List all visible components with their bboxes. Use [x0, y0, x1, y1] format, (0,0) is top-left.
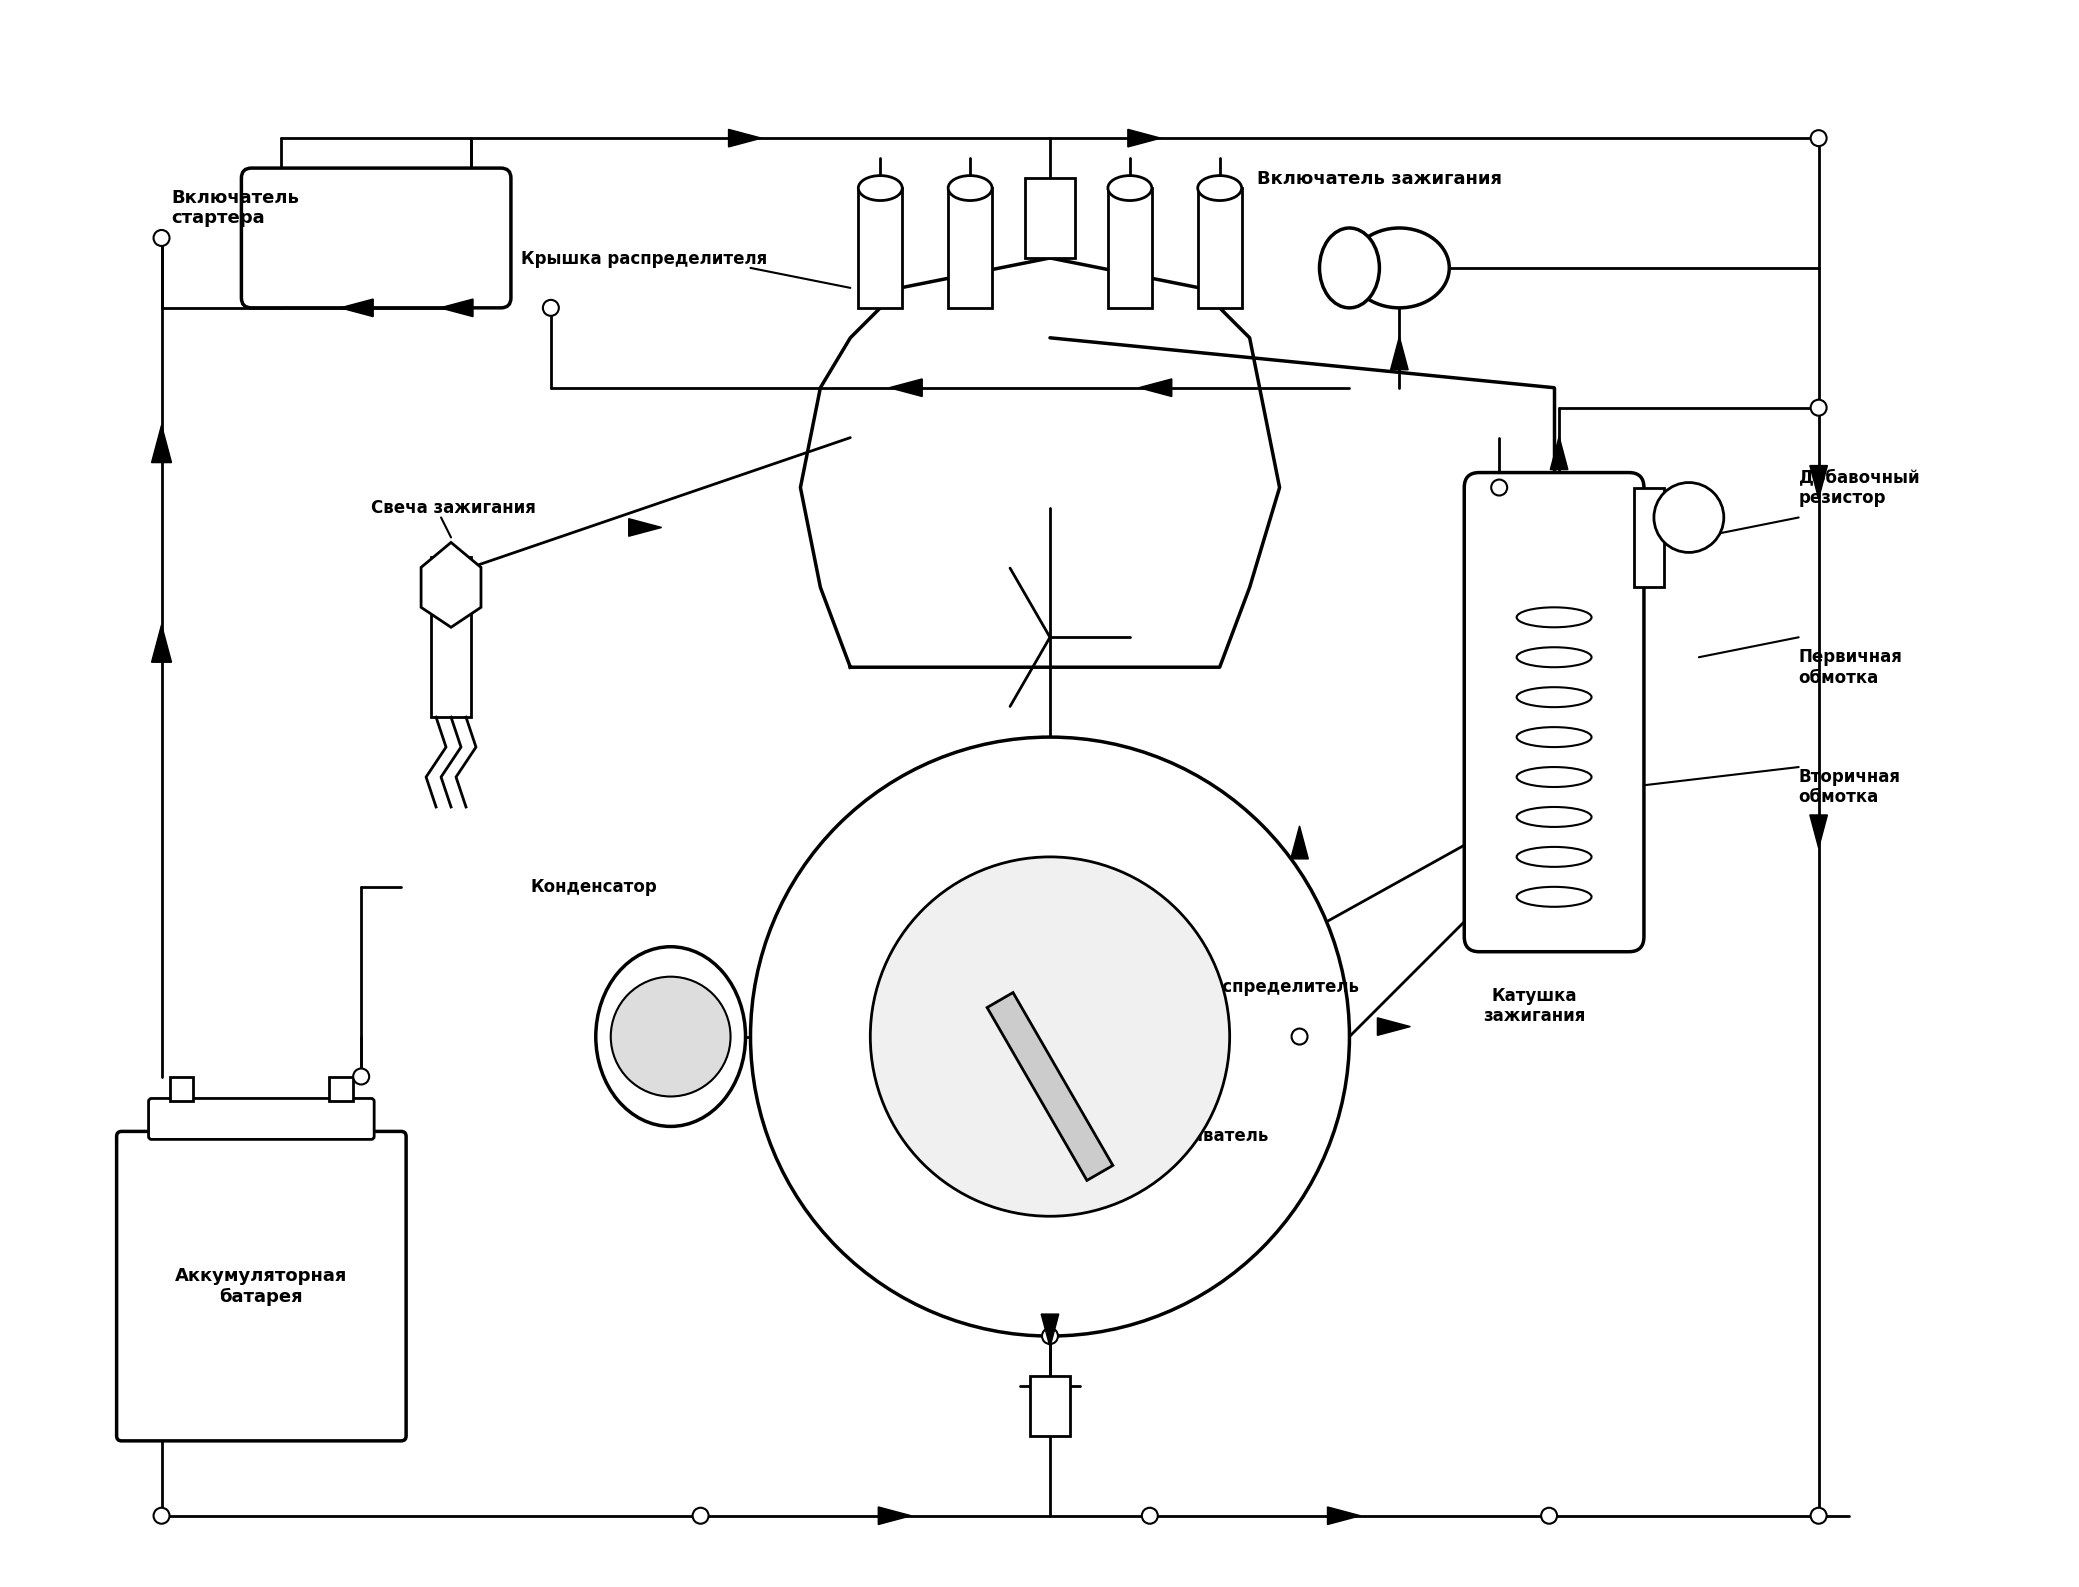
Text: Свеча зажигания: Свеча зажигания — [372, 500, 536, 517]
Polygon shape — [890, 379, 923, 397]
Polygon shape — [152, 625, 173, 662]
Circle shape — [1541, 1508, 1557, 1524]
Polygon shape — [1551, 436, 1568, 470]
Bar — [1025, 178, 1075, 259]
Polygon shape — [1127, 130, 1160, 148]
Polygon shape — [341, 298, 372, 317]
FancyBboxPatch shape — [1464, 473, 1644, 952]
Circle shape — [154, 1508, 170, 1524]
Ellipse shape — [1518, 887, 1593, 906]
Polygon shape — [728, 130, 761, 148]
Text: Катушка
зажигания: Катушка зажигания — [1482, 987, 1586, 1025]
Polygon shape — [1811, 465, 1827, 498]
Bar — [1108, 189, 1152, 308]
Ellipse shape — [1518, 687, 1593, 708]
Polygon shape — [628, 519, 661, 536]
Circle shape — [871, 857, 1229, 1216]
Bar — [328, 1076, 353, 1101]
Text: Распределитель: Распределитель — [1200, 978, 1360, 995]
Circle shape — [751, 736, 1349, 1336]
Circle shape — [611, 976, 730, 1097]
Text: Вторичная
обмотка: Вторичная обмотка — [1798, 768, 1900, 806]
Polygon shape — [877, 1508, 911, 1525]
Text: Включатель зажигания: Включатель зажигания — [1258, 170, 1501, 189]
Ellipse shape — [1518, 608, 1593, 627]
Bar — [1634, 487, 1663, 587]
Ellipse shape — [1518, 806, 1593, 827]
Circle shape — [692, 1508, 709, 1524]
Bar — [170, 1076, 193, 1101]
Circle shape — [1811, 130, 1827, 146]
Ellipse shape — [1108, 176, 1152, 200]
Bar — [1029, 1376, 1071, 1436]
Circle shape — [1655, 482, 1723, 552]
Ellipse shape — [1518, 767, 1593, 787]
Circle shape — [1811, 1508, 1827, 1524]
Bar — [948, 189, 992, 308]
Ellipse shape — [1518, 847, 1593, 867]
Bar — [1198, 189, 1241, 308]
Circle shape — [353, 1068, 370, 1084]
Ellipse shape — [1349, 229, 1449, 308]
Ellipse shape — [948, 176, 992, 200]
Polygon shape — [1291, 825, 1308, 859]
Circle shape — [1042, 1328, 1058, 1344]
Text: Включатель
стартера: Включатель стартера — [173, 189, 299, 227]
Ellipse shape — [859, 176, 902, 200]
Ellipse shape — [1320, 229, 1378, 308]
Circle shape — [1811, 400, 1827, 416]
Circle shape — [1291, 1028, 1308, 1044]
Polygon shape — [1811, 816, 1827, 847]
Text: Первичная
обмотка: Первичная обмотка — [1798, 647, 1902, 687]
Ellipse shape — [597, 947, 746, 1127]
Bar — [859, 189, 902, 308]
FancyBboxPatch shape — [148, 1098, 374, 1139]
Polygon shape — [441, 298, 474, 317]
Bar — [1349, 229, 1449, 308]
Polygon shape — [1042, 1314, 1058, 1347]
Text: Добавочный
резистор: Добавочный резистор — [1798, 468, 1919, 506]
Ellipse shape — [1518, 727, 1593, 747]
Circle shape — [543, 300, 559, 316]
Polygon shape — [152, 425, 173, 462]
Circle shape — [154, 230, 170, 246]
FancyBboxPatch shape — [241, 168, 511, 308]
Polygon shape — [1328, 1508, 1360, 1525]
FancyBboxPatch shape — [116, 1132, 405, 1441]
Text: Прерыватель: Прерыватель — [1139, 1127, 1268, 1146]
Bar — [430, 557, 472, 717]
Text: Крышка распределителя: Крышка распределителя — [522, 249, 767, 268]
Polygon shape — [422, 543, 480, 627]
Bar — [988, 992, 1112, 1181]
Text: Конденсатор: Конденсатор — [530, 878, 657, 895]
Ellipse shape — [1198, 176, 1241, 200]
Polygon shape — [1139, 379, 1173, 397]
Ellipse shape — [1518, 647, 1593, 667]
Text: Аккумуляторная
батарея: Аккумуляторная батарея — [175, 1266, 347, 1306]
Circle shape — [1141, 1508, 1158, 1524]
Polygon shape — [1391, 336, 1407, 370]
Circle shape — [1491, 479, 1507, 495]
Polygon shape — [1378, 1017, 1410, 1035]
